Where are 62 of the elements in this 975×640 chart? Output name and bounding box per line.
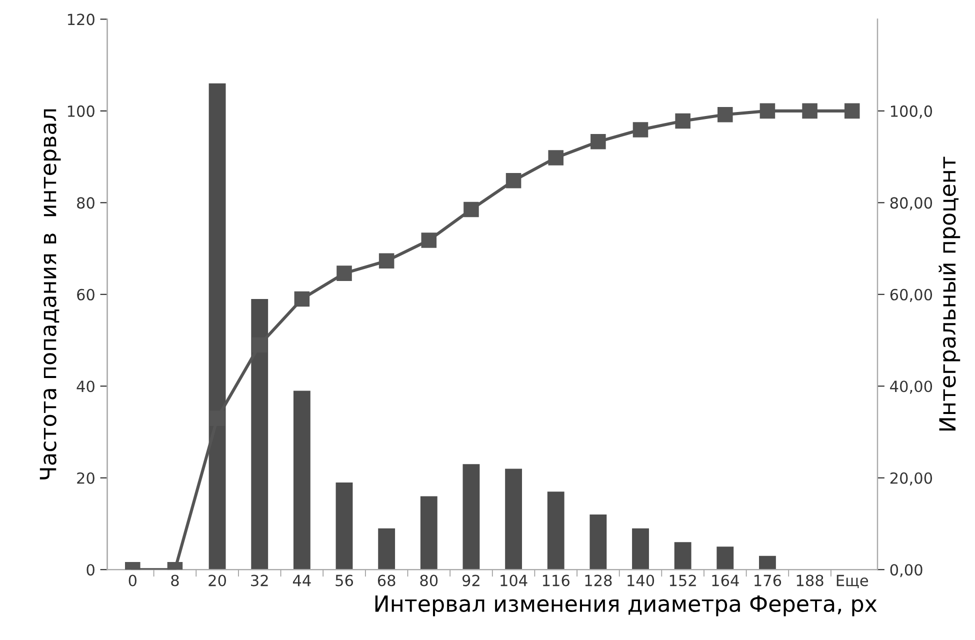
point <box>802 103 818 119</box>
point <box>252 337 268 352</box>
point <box>210 410 225 426</box>
bar <box>293 390 310 570</box>
y-tick-label: 20 <box>77 472 94 484</box>
x-tick-label: 128 <box>585 574 612 586</box>
y-axis-title: Частота попадания в интервал <box>40 109 61 480</box>
x-tick-label: 104 <box>500 574 528 586</box>
y2-tick-label: 60,00 <box>890 288 932 302</box>
point <box>590 134 606 150</box>
point <box>718 106 733 122</box>
bar <box>674 542 692 570</box>
bar <box>547 492 564 570</box>
x-axis-title: Интервал изменения диаметра Ферета, px <box>375 595 877 616</box>
x-tick-label: 32 <box>251 574 268 586</box>
x-tick-label: 116 <box>542 574 570 586</box>
y2-axis-title: Интегральный процент <box>938 156 960 430</box>
point <box>548 150 564 166</box>
bar <box>759 556 776 570</box>
point <box>506 173 522 188</box>
point <box>632 122 648 138</box>
y-tick-label: 60 <box>77 288 94 300</box>
bar <box>632 528 649 570</box>
y2-tick-label: 20,00 <box>890 472 932 486</box>
y2-tick-label: 0,00 <box>890 564 922 578</box>
x-tick-label: 0 <box>128 574 136 586</box>
point <box>675 113 690 129</box>
y-tick-label: 100 <box>68 105 94 117</box>
x-tick-label: 152 <box>670 574 696 586</box>
x-tick-label: 188 <box>796 574 824 586</box>
y-tick-label: 40 <box>76 380 94 392</box>
bar <box>336 482 353 570</box>
x-tick-label: 56 <box>336 574 354 586</box>
point <box>378 253 394 269</box>
bar <box>505 468 522 570</box>
point <box>760 103 776 119</box>
point <box>336 266 352 281</box>
bar <box>590 514 607 570</box>
x-tick-label: 8 <box>171 574 179 586</box>
y2-tick-label: 40,00 <box>890 380 932 394</box>
point <box>421 232 437 248</box>
x-tick-label: 80 <box>420 574 438 586</box>
y2-tick-label: 100,0 <box>890 105 932 119</box>
x-tick-label: 176 <box>754 574 782 586</box>
point <box>844 103 860 119</box>
x-tick-label: 68 <box>378 574 396 586</box>
x-tick-label: 92 <box>462 574 480 586</box>
y-tick-label: 0 <box>86 564 94 576</box>
y-tick-label: 120 <box>68 14 94 26</box>
bar <box>420 496 438 570</box>
y2-tick-label: 80,00 <box>890 197 932 210</box>
bar <box>462 464 480 570</box>
point <box>464 202 479 218</box>
x-tick-label: 20 <box>208 574 226 586</box>
x-tick-label: 140 <box>628 574 654 586</box>
x-tick-label: 164 <box>712 574 739 586</box>
bar <box>378 528 396 570</box>
x-tick-label: Еще <box>836 574 868 588</box>
y-tick-label: 80 <box>77 197 94 209</box>
bar <box>716 546 734 570</box>
point <box>294 291 310 307</box>
x-tick-label: 44 <box>292 574 311 586</box>
